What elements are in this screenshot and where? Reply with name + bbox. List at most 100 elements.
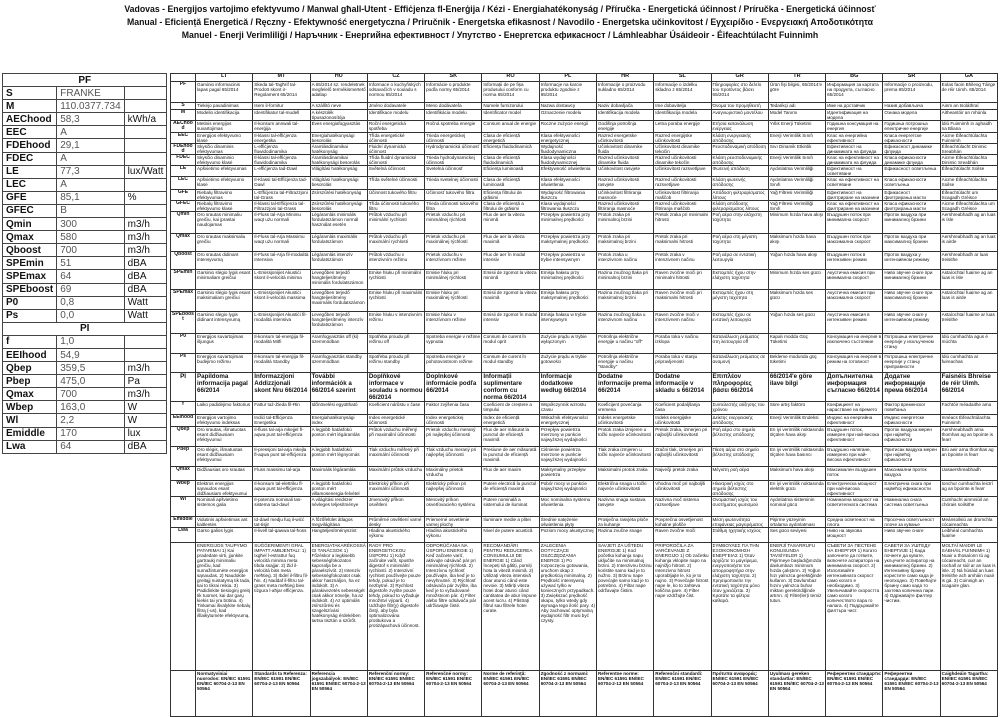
translation-cell: Eficiența luminoasă — [481, 165, 540, 177]
row-code: FDEhood — [170, 143, 196, 155]
language-column-header: GA — [939, 73, 999, 82]
parameter-unit: dBA — [123, 269, 168, 284]
translation-cell: Průtok vzduchu při minimální rychlosti — [366, 211, 426, 234]
translation-cell: Emisie hluku v intenzívnom režime — [424, 311, 483, 334]
translation-cell: Riebalų filtravimo efektyvumo klasė — [194, 200, 254, 212]
translation-cell: Potrošnja električne energije u načinu "… — [595, 333, 655, 354]
translation-cell: Il-konsum tal-enerġija fil-modalità Stan… — [252, 353, 311, 373]
translation-cell: Nazwa dostawcy — [538, 102, 597, 110]
translation-cell: Ime dobavitelja — [653, 102, 712, 110]
translation-cell: Консумация на енергия в режим на готовно… — [825, 353, 884, 373]
row-code: GFE — [170, 189, 196, 201]
translation-cell: Index energetické účinnosti — [366, 414, 426, 427]
translation-cell: Wydajność filtrowania tłuszczu — [538, 189, 597, 201]
translation-cell: Doplňkové informace v souladu s normou 6… — [366, 372, 426, 402]
translation-cell: Aydınlatma sisteminin nominal gücü — [767, 496, 827, 517]
row-code: EEC — [170, 132, 196, 144]
translation-cell: Il-Fluss tal-Arja fil-modalità Intensiva — [252, 251, 311, 270]
translation-cell: Trieda svetelnej účinnosti — [424, 176, 483, 190]
parameter-row: f 1,0 — [1, 334, 168, 349]
title-line: Vadovas - Energijos vartojimo efektyvumo… — [124, 3, 876, 14]
row-code: S — [170, 102, 196, 110]
translation-cell: Ídiú cumhachta agus é múchta — [939, 333, 999, 354]
translation-cell: Třída účinnosti tukového filtru — [366, 200, 426, 212]
parameter-code: SPEmin — [1, 256, 58, 271]
translation-cell: Identifikace modelu — [366, 109, 426, 121]
translation-cell: Referenční normy: EN/IEC 61591 EN/IEC 60… — [366, 670, 426, 717]
translation-cell: Učinkovitost dinamike fluida — [595, 143, 655, 155]
translation-row: P0 Energijos suvartojimas išjungus Il-kons… — [170, 333, 999, 354]
row-code: Emiddle — [170, 516, 196, 528]
parameter-row: Lwa 64 dBA — [1, 439, 168, 454]
parameter-code: SPEboost — [1, 282, 58, 297]
translation-cell: Zsírszűrési hatékonyság — [309, 189, 368, 201]
translation-cell: Eficiența fluidodinamică — [481, 143, 540, 155]
translation-cell: Minimum hızda hava akışı — [767, 211, 827, 234]
translation-cell: Ετήσια κατανάλωση ενέργειας — [710, 120, 769, 133]
parameter-row: Wbep 163,0 W — [1, 400, 168, 415]
translation-row: Qboost Oro srautas didinant intensyvumą Il… — [170, 251, 999, 270]
translation-cell: Il-Fluss tal-Arja Massimu waqt użu norma… — [252, 233, 311, 252]
parameter-value: 0,8 — [56, 295, 125, 310]
translation-cell: Učinkovitost dinamike tekočin — [653, 143, 712, 155]
translation-cell: Ефективност на осветяване — [825, 165, 884, 177]
translation-cell: Garso galios lygis — [194, 527, 254, 543]
translation-cell: Minimum hızda ses gücü — [767, 269, 827, 290]
translation-cell: Maksimum hızda hava akışı — [767, 233, 827, 252]
translation-cell: További információk a 66/2014 szerint — [309, 372, 368, 402]
translation-cell: Aershreabhadh ag an luas is ísle — [939, 211, 999, 234]
parameter-value: 1,0 — [56, 334, 125, 349]
parameter-code: Qmax — [1, 387, 58, 402]
translation-cell: Il-Fluss tal-Arja Minimu waqt użu normal… — [252, 211, 311, 234]
translation-cell: Aitheantóir an mhúnla — [939, 109, 999, 121]
parameter-unit: % — [123, 190, 168, 205]
translation-cell: Index energetickej účinnosti — [424, 414, 483, 427]
translation-cell: Referenčné normy: EN/IEC 61591 EN/IEC 60… — [424, 670, 483, 717]
translation-cell: ENERJİ TASARRUFU KONUSUNDA TAVSİYELER 1)… — [767, 542, 827, 671]
translation-cell: Laiko padidėjimo faktorius — [194, 401, 254, 415]
parameter-unit: lux — [123, 426, 168, 441]
translation-cell: Aicme Éifeachtúlachta um Scagadh Gréisce — [939, 200, 999, 212]
translation-cell: Ainm an tsoláthraí — [939, 102, 999, 110]
translation-cell: Index de eficiență energetică — [481, 414, 540, 427]
parameter-code: Qmin — [1, 217, 58, 232]
translation-cell: Zużycie prądu w trybie wyłączonym — [538, 333, 597, 354]
parameter-value: A — [56, 151, 125, 166]
translation-row: S Tiekėjo pavadinimas Isem il-fornitur A sz… — [170, 102, 999, 110]
translation-cell: Проток ваздуха мерен при највећој ефикас… — [882, 426, 941, 447]
translation-cell: Електрична снага при највећој ефикасност… — [882, 480, 941, 497]
row-code: EEIhood — [170, 414, 196, 427]
translation-cell: Εκπομπές ήχου στην ελάχιστη ταχύτητα — [710, 269, 769, 290]
translation-cell: Emisja hałasu przy minimalnej prędkości — [538, 269, 597, 290]
translation-cell: Levegőben terjedő hangteljesítmény maxim… — [309, 289, 368, 312]
parameter-value: 58,3 — [56, 112, 125, 127]
translation-cell: Trieda energetickej účinnosti — [424, 132, 483, 144]
parameter-value: 700 — [56, 243, 125, 258]
parameter-code: Wbep — [1, 400, 58, 415]
translation-cell: Референтни стандарти: EN/IEC 61591 EN/IE… — [825, 670, 884, 717]
translation-cell: Cumhacht ainmniúil an chórais soilsithe — [939, 496, 999, 517]
translation-cell: Ефикасност осветљења — [882, 165, 941, 177]
translation-cell: Vidutinis apšvietimas ant kaitlentės — [194, 516, 254, 528]
translation-cell: Skysčio dinaminio efektyvumo klasė — [194, 154, 254, 166]
translation-cell: Modelio identifikacija — [194, 109, 254, 121]
translation-cell: Světelná účinnost — [366, 165, 426, 177]
translation-cell: Razina zvučnog tlaka pri maksimalnoj brz… — [595, 289, 655, 312]
translation-cell: Raven zvočne moči — [653, 527, 712, 543]
translation-cell: Učinkovitost rasvjete — [595, 165, 655, 177]
translation-cell: Flux de aer măsurat la punctul de eficie… — [481, 426, 540, 447]
translation-cell: Додатне информације према 66/2014 — [882, 372, 941, 402]
translation-cell: Όνομα του προμηθευτή — [710, 102, 769, 110]
parameter-row: SPEmax 64 dBA — [1, 269, 168, 284]
translation-cell: Przepływ powietrza mierzony w punkcie na… — [538, 426, 597, 447]
parameter-row: EEIhood 54,9 — [1, 347, 168, 363]
translation-cell: Faisnéis Bhreise de réir Uimh. 66/2014 — [939, 372, 999, 402]
translation-cell: Pobór mocy w punkcie najwyższej wydajnoś… — [538, 480, 597, 497]
parameter-code: Qmax — [1, 230, 58, 245]
translation-cell: Légáramlás minimális fordulatszámon norm… — [309, 211, 368, 234]
parameter-code: P0 — [1, 295, 58, 310]
translation-cell: Фактор временског повећања — [882, 401, 941, 415]
translation-cell: Средна осветеност на плота — [825, 516, 884, 528]
parameter-unit: m3/h — [123, 243, 168, 258]
translation-cell: Razred učinkovitosti filtriranja maščob — [653, 200, 712, 212]
